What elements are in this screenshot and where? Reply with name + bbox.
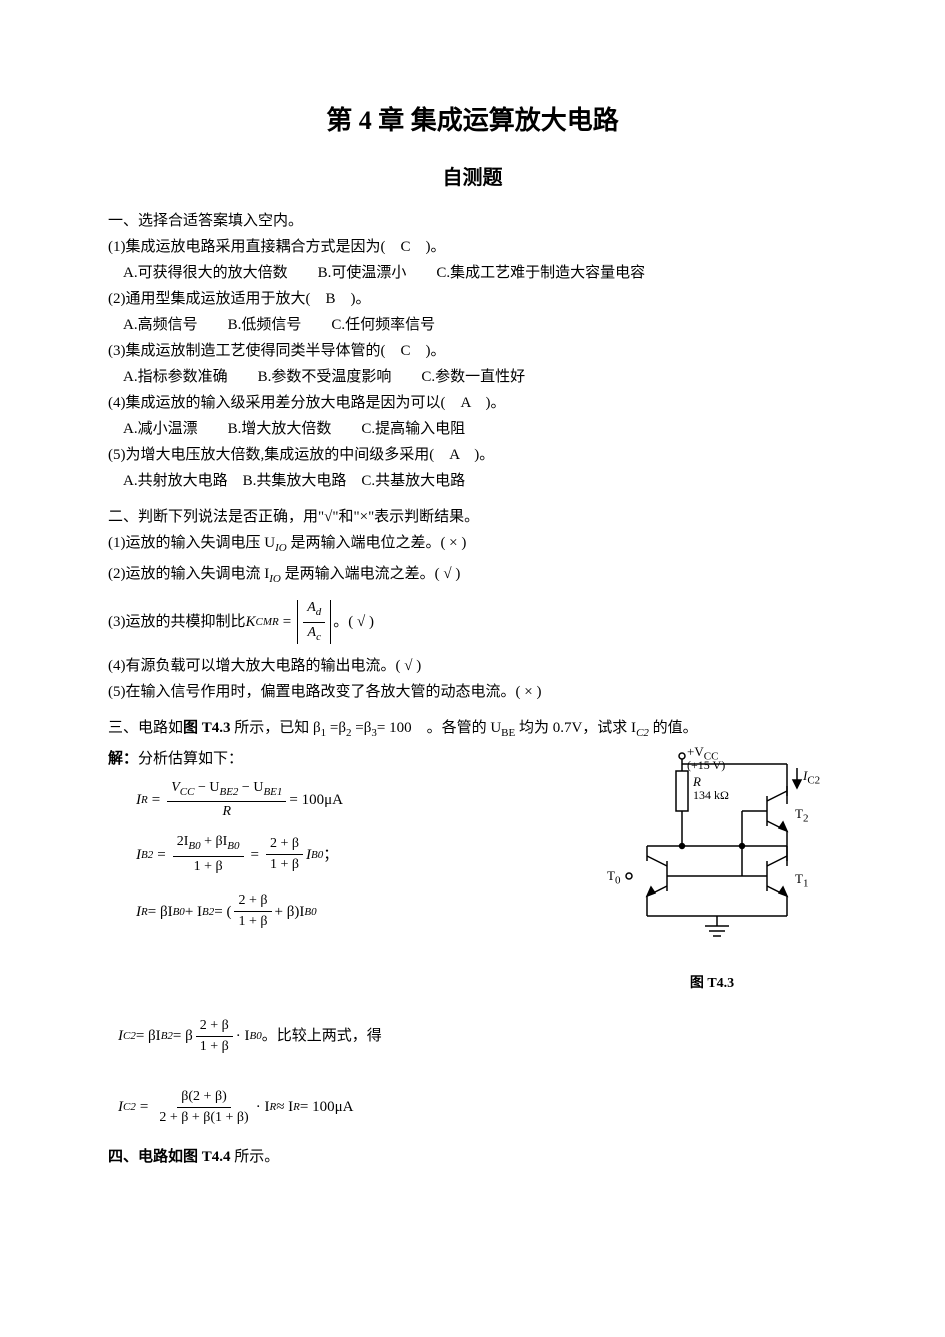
s4-post: 所示。 [231, 1149, 280, 1165]
q1-stem: (1)集成运放电路采用直接耦合方式是因为( C )。 [108, 234, 837, 260]
section3-heading: 三、电路如图 T4.3 所示，已知 β1 =β2 =β3= 100 。各管的 U… [108, 715, 837, 746]
s4-fig: T4.4 [202, 1149, 231, 1165]
s4-pre: 四、电路如图 [108, 1149, 202, 1165]
q3-stem: (3)集成运放制造工艺使得同类半导体管的( C )。 [108, 338, 837, 364]
q2-options: A.高频信号 B.低频信号 C.任何频率信号 [108, 312, 837, 338]
solution-head: 解：分析估算如下： [108, 746, 587, 772]
s2-item-1: (1)运放的输入失调电压 UIO 是两输入端电位之差。( × ) [108, 530, 837, 561]
t2-label: T2 [795, 806, 808, 825]
solution-left: 解：分析估算如下： IR = VCC − UBE2 − UBE1 R = 100… [108, 746, 587, 939]
chapter-title: 第 4 章 集成运算放大电路 [108, 100, 837, 137]
q5-stem: (5)为增大电压放大倍数,集成运放的中间级多采用( A )。 [108, 442, 837, 468]
circuit-svg [587, 746, 827, 946]
s2-item-5: (5)在输入信号作用时，偏置电路改变了各放大管的动态电流。( × ) [108, 679, 837, 705]
s2-a1-head: (1)运放的输入失调电压 U [108, 535, 275, 551]
equation-4: IC2 = βIB2 = β 2 + β 1 + β · IB0 。比较上两式，… [118, 1016, 837, 1057]
s3-mid2: =β [352, 720, 372, 736]
s3-mid3: = 100 。各管的 U [377, 720, 501, 736]
s2-a2-sub: IO [269, 573, 281, 585]
s2-a1-sub: IO [275, 542, 287, 554]
sol-tail: 分析估算如下： [138, 751, 243, 767]
s2-a2-tail: 是两输入端电流之差。( √ ) [281, 566, 460, 582]
s2-a3-head: (3)运放的共模抑制比 [108, 611, 246, 633]
s3-post: 所示，已知 β [231, 720, 321, 736]
s2-item-2: (2)运放的输入失调电流 IIO 是两输入端电流之差。( √ ) [108, 561, 837, 592]
section4-heading: 四、电路如图 T4.4 所示。 [108, 1144, 837, 1170]
r-value: 134 kΩ [693, 788, 729, 803]
equation-1: IR = VCC − UBE2 − UBE1 R = 100μA [136, 778, 587, 823]
solution-row: 解：分析估算如下： IR = VCC − UBE2 − UBE1 R = 100… [108, 746, 837, 992]
equation-3: IR = βIB0 + IB2 = ( 2 + β 1 + β + β)IB0 [136, 891, 587, 932]
solution-right: +VCC (+15 V) R 134 kΩ IC2 T2 T1 T0 [587, 746, 837, 992]
ic2-label: IC2 [803, 768, 820, 787]
s3-pre: 三、电路如 [108, 720, 183, 736]
t0-label: T0 [607, 868, 620, 887]
figure-caption: 图 T4.3 [587, 972, 837, 992]
q4-options: A.减小温漂 B.增大放大倍数 C.提高输入电阻 [108, 416, 837, 442]
q5-options: A.共射放大电路 B.共集放大电路 C.共基放大电路 [108, 468, 837, 494]
document-page: 第 4 章 集成运算放大电路 自测题 一、选择合适答案填入空内。 (1)集成运放… [0, 0, 945, 1337]
sub-title: 自测题 [108, 161, 837, 190]
s3-mid4: 均为 0.7V，试求 I [515, 720, 636, 736]
sol-label: 解： [108, 751, 138, 767]
circuit-diagram: +VCC (+15 V) R 134 kΩ IC2 T2 T1 T0 [587, 746, 827, 966]
section1-heading: 一、选择合适答案填入空内。 [108, 208, 837, 234]
s2-item-3: (3)运放的共模抑制比 KCMR= Ad Ac 。( √ ) [108, 598, 837, 647]
equation-2: IB2 = 2IB0 + βIB0 1 + β = 2 + β 1 + β IB… [136, 832, 587, 877]
s2-a3-tail: 。( √ ) [333, 611, 374, 633]
s3-tail: 的值。 [649, 720, 698, 736]
section2-heading: 二、判断下列说法是否正确，用"√"和"×"表示判断结果。 [108, 504, 837, 530]
s2-a2-head: (2)运放的输入失调电流 I [108, 566, 269, 582]
s3-subBE: BE [501, 727, 515, 739]
s2-item-4: (4)有源负载可以增大放大电路的输出电流。( √ ) [108, 653, 837, 679]
equation-5: IC2 = β(2 + β) 2 + β + β(1 + β) · IR ≈ I… [118, 1087, 837, 1128]
s2-a1-tail: 是两输入端电位之差。( × ) [287, 535, 467, 551]
q4-stem: (4)集成运放的输入级采用差分放大电路是因为可以( A )。 [108, 390, 837, 416]
s3-mid1: =β [326, 720, 346, 736]
s3-fig-ref: 图 T4.3 [183, 720, 231, 736]
q1-options: A.可获得很大的放大倍数 B.可使温漂小 C.集成工艺难于制造大容量电容 [108, 260, 837, 286]
vcc-voltage: (+15 V) [687, 758, 725, 773]
t1-label: T1 [795, 871, 808, 890]
q3-options: A.指标参数准确 B.参数不受温度影响 C.参数一直性好 [108, 364, 837, 390]
q2-stem: (2)通用型集成运放适用于放大( B )。 [108, 286, 837, 312]
s3-subIC2: C2 [636, 727, 649, 739]
